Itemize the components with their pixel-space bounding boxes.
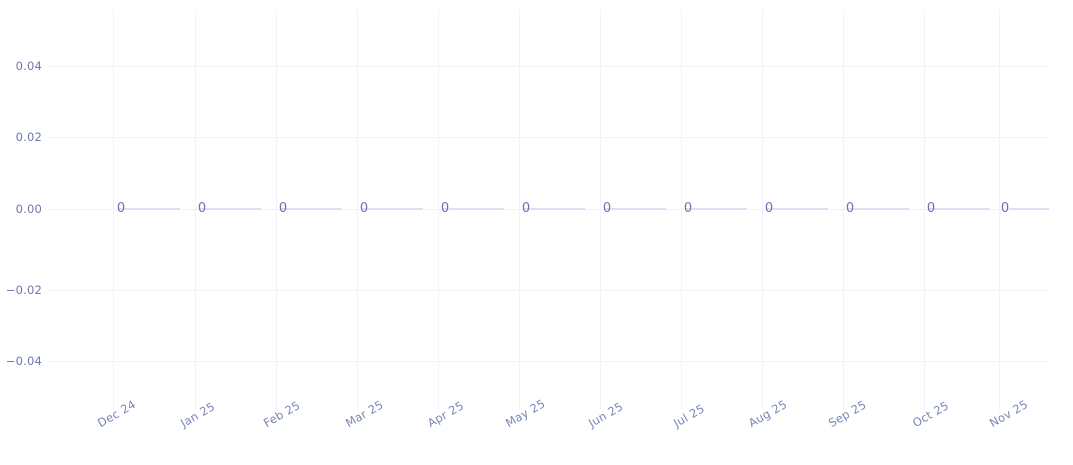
bar[interactable] <box>766 208 828 210</box>
x-axis-tick-label: Nov 25 <box>987 397 1031 431</box>
gridline-vertical <box>762 10 763 410</box>
bar[interactable] <box>685 208 747 210</box>
x-axis-tick-label: Mar 25 <box>343 397 386 431</box>
bar-value-label: 0 <box>926 201 936 216</box>
x-axis-tick-label: Aug 25 <box>746 397 790 431</box>
bar-value-label: 0 <box>683 201 693 216</box>
gridline-horizontal <box>48 66 1048 67</box>
bar[interactable] <box>361 208 423 210</box>
y-axis-tick-label: −0.02 <box>5 283 42 297</box>
x-axis-tick-label: Feb 25 <box>261 398 303 431</box>
gridline-vertical <box>600 10 601 410</box>
x-axis-tick-label: Dec 24 <box>95 397 139 431</box>
x-axis-tick-label: Jan 25 <box>178 399 218 431</box>
bar[interactable] <box>847 208 909 210</box>
bar-value-label: 0 <box>764 201 774 216</box>
gridline-horizontal <box>48 290 1048 291</box>
gridline-vertical <box>843 10 844 410</box>
gridline-vertical <box>113 10 114 410</box>
gridline-horizontal <box>48 361 1048 362</box>
x-axis-tick-label: Oct 25 <box>910 398 952 431</box>
bar[interactable] <box>523 208 585 210</box>
bar[interactable] <box>199 208 261 210</box>
bar-value-label: 0 <box>602 201 612 216</box>
bar-value-label: 0 <box>278 201 288 216</box>
gridline-vertical <box>924 10 925 410</box>
y-axis-tick-label: 0.04 <box>15 59 42 73</box>
y-axis-tick-label: −0.04 <box>5 354 42 368</box>
x-axis-tick-label: Jul 25 <box>671 401 707 431</box>
bar-value-label: 0 <box>1000 201 1010 216</box>
gridline-vertical <box>357 10 358 410</box>
bar-value-label: 0 <box>521 201 531 216</box>
y-axis-tick-label: 0.02 <box>15 130 42 144</box>
gridline-vertical <box>999 10 1000 410</box>
x-axis-tick-label: Jun 25 <box>586 399 626 431</box>
y-axis-tick-label: 0.00 <box>15 202 42 216</box>
bar-value-label: 0 <box>845 201 855 216</box>
gridline-vertical <box>195 10 196 410</box>
x-axis-tick-label: Apr 25 <box>425 398 467 431</box>
bar[interactable] <box>442 208 504 210</box>
bar-value-label: 0 <box>116 201 126 216</box>
bar[interactable] <box>118 208 180 210</box>
x-axis-tick-label: May 25 <box>503 396 548 431</box>
bar[interactable] <box>928 208 990 210</box>
x-axis-tick-label: Sep 25 <box>826 397 869 431</box>
gridline-vertical <box>519 10 520 410</box>
gridline-vertical <box>681 10 682 410</box>
gridline-horizontal <box>48 137 1048 138</box>
bar[interactable] <box>280 208 342 210</box>
bar[interactable] <box>1009 208 1049 210</box>
gridline-vertical <box>438 10 439 410</box>
bar-value-label: 0 <box>197 201 207 216</box>
gridline-vertical <box>276 10 277 410</box>
bar[interactable] <box>604 208 666 210</box>
bar-value-label: 0 <box>440 201 450 216</box>
bar-value-label: 0 <box>359 201 369 216</box>
